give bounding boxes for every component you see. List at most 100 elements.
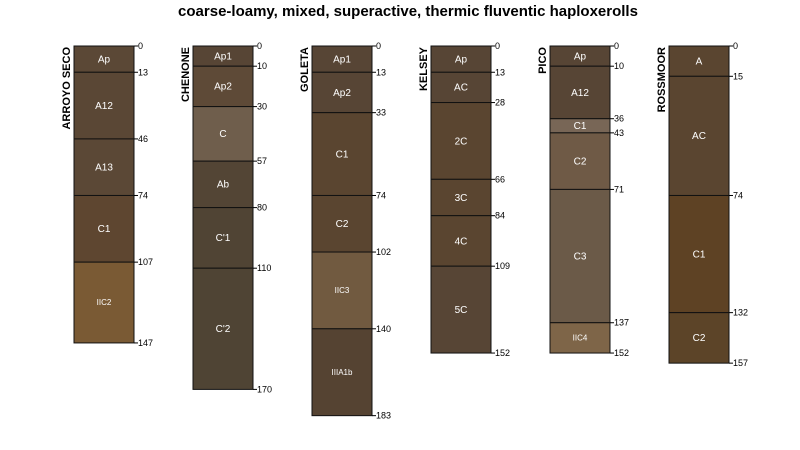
profiles-group: ARROYO SECO ApA12A13C1IIC20134674107147CH… <box>61 41 748 421</box>
depth-label: 43 <box>614 128 624 138</box>
depth-label: 183 <box>376 411 391 421</box>
horizon-block <box>311 328 373 417</box>
horizon-block <box>73 194 135 263</box>
horizon-label: IIC4 <box>573 334 588 343</box>
horizon-block <box>549 322 611 354</box>
horizon-label: C <box>219 129 226 140</box>
horizon-block <box>549 132 611 190</box>
horizon-block <box>192 207 254 269</box>
horizon-block <box>192 106 254 162</box>
horizon-label: AC <box>454 83 468 94</box>
depth-label: 137 <box>614 318 629 328</box>
horizon-label: A13 <box>95 163 113 174</box>
depth-label: 0 <box>495 41 500 51</box>
depth-label: 0 <box>138 41 143 51</box>
profile-name-label: ARROYO SECO <box>61 47 73 130</box>
horizon-block <box>73 261 135 344</box>
horizon-block <box>311 194 373 253</box>
profile-goleta: GOLETA Ap1 Ap2 C1 C2 IIC3 IIIA1b 0 13 33 74 102 140 1… <box>299 41 391 421</box>
depth-label: 132 <box>733 308 748 318</box>
horizon-label: C2 <box>693 333 706 344</box>
depth-label: 107 <box>138 257 153 267</box>
depth-label: 109 <box>495 261 510 271</box>
horizon-label: IIC3 <box>335 286 350 295</box>
horizon-label: AC <box>692 131 706 142</box>
horizon-label: Ap <box>455 54 468 65</box>
horizon-label: C2 <box>336 219 349 230</box>
depth-label: 152 <box>495 348 510 358</box>
horizon-block <box>192 160 254 209</box>
depth-label: 74 <box>376 190 386 200</box>
horizon-block <box>73 45 135 73</box>
horizon-label: C'2 <box>216 324 231 335</box>
horizon-block <box>668 75 730 196</box>
profile-pico: PICO Ap A12 C1 C2 C3 IIC4 0 10 36 43 71 137 152 <box>537 41 629 358</box>
horizon-block <box>430 215 492 267</box>
horizon-label: C1 <box>98 224 111 235</box>
depth-label: 170 <box>257 384 272 394</box>
horizon-label: 4C <box>455 236 468 247</box>
depth-label: 28 <box>495 98 505 108</box>
horizon-block <box>311 71 373 114</box>
depth-label: 140 <box>376 324 391 334</box>
depth-label: 13 <box>376 67 386 77</box>
horizon-label: Ap <box>574 51 587 62</box>
figure-title: coarse-loamy, mixed, superactive, thermi… <box>178 3 638 20</box>
profile-name-label: PICO <box>537 47 549 74</box>
horizon-block <box>430 102 492 180</box>
depth-label: 57 <box>257 156 267 166</box>
depth-label: 102 <box>376 247 391 257</box>
horizon-label: C1 <box>693 249 706 260</box>
depth-label: 10 <box>257 61 267 71</box>
depth-label: 152 <box>614 348 629 358</box>
horizon-label: C'1 <box>216 233 231 244</box>
horizon-block <box>73 138 135 196</box>
depth-label: 0 <box>376 41 381 51</box>
depth-label: 157 <box>733 358 748 368</box>
depth-label: 33 <box>376 108 386 118</box>
horizon-block <box>311 251 373 330</box>
depth-label: 10 <box>614 61 624 71</box>
horizon-label: Ap1 <box>333 54 351 65</box>
horizon-label: A <box>696 56 703 67</box>
horizon-block <box>430 45 492 73</box>
profile-chenone: CHENONE Ap1 Ap2 C Ab C'1 C'2 0 10 30 57 80 110 170 <box>180 41 272 394</box>
horizon-label: Ap2 <box>333 88 351 99</box>
horizon-label: C3 <box>574 251 587 262</box>
depth-label: 80 <box>257 203 267 213</box>
horizon-block <box>430 71 492 104</box>
horizon-block <box>668 312 730 364</box>
depth-label: 46 <box>138 134 148 144</box>
depth-label: 71 <box>614 184 624 194</box>
depth-label: 84 <box>495 211 505 221</box>
horizon-block <box>311 45 373 73</box>
horizon-label: Ap2 <box>214 82 232 93</box>
profile-rossmoor: ROSSMOOR A AC C1 C2 0 15 74 132 157 <box>656 41 748 368</box>
horizon-label: C1 <box>336 149 349 160</box>
horizon-label: IIIA1b <box>332 368 353 377</box>
horizon-label: C2 <box>574 156 587 167</box>
depth-label: 36 <box>614 114 624 124</box>
depth-label: 110 <box>257 263 271 273</box>
profile-name-label: KELSEY <box>418 46 430 91</box>
depth-label: 0 <box>614 41 619 51</box>
depth-label: 66 <box>495 174 505 184</box>
depth-label: 0 <box>257 41 262 51</box>
depth-label: 74 <box>138 190 148 200</box>
horizon-label: Ap <box>98 54 111 65</box>
horizon-block <box>549 188 611 324</box>
horizon-label: Ap1 <box>214 51 232 62</box>
profile-name-label: ROSSMOOR <box>656 47 668 112</box>
depth-label: 30 <box>257 102 267 112</box>
horizon-label: Ab <box>217 180 230 191</box>
horizon-label: C1 <box>574 121 587 132</box>
horizon-label: IIC2 <box>97 298 112 307</box>
horizon-block <box>430 265 492 354</box>
profile-name-label: GOLETA <box>299 47 311 92</box>
depth-label: 13 <box>138 67 148 77</box>
depth-label: 74 <box>733 190 743 200</box>
horizon-label: 2C <box>455 136 468 147</box>
profile-arroyo-seco: ARROYO SECO Ap A12 A13 C1 IIC2 0 13 46 74 107 147 <box>61 41 153 348</box>
horizon-block <box>192 267 254 390</box>
